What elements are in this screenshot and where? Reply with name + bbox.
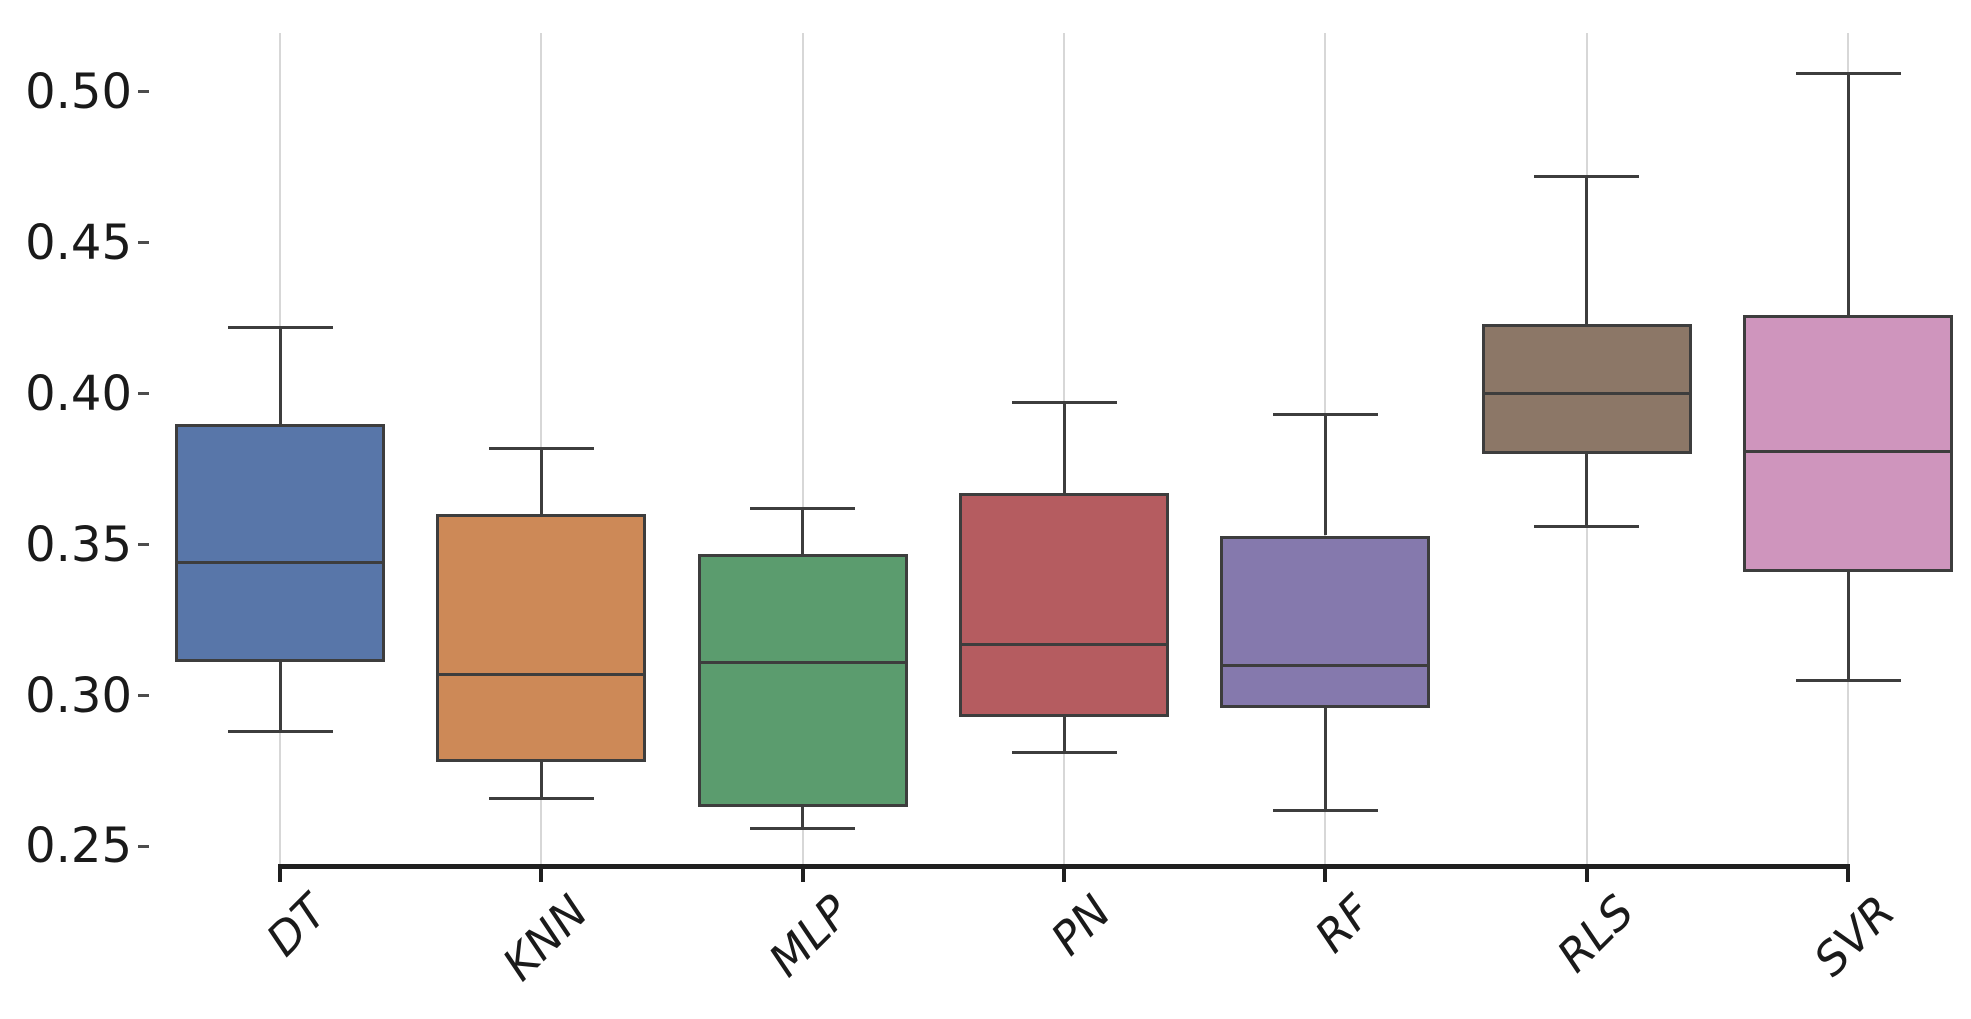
x-tick-label-knn: KNN [492,884,599,991]
median-rf [1220,663,1431,667]
x-tick-mlp [800,866,805,882]
x-tick-label-rls: RLS [1546,884,1644,983]
y-tick-0.40 [138,392,149,396]
gridline-mlp [801,33,804,866]
box-rf [1220,535,1431,708]
median-knn [436,672,647,676]
y-tick-0.50 [138,90,149,94]
y-tick-label-0.30: 0.30 [25,667,132,724]
cap-lower-knn [488,796,594,800]
cap-upper-pn [1011,401,1117,405]
whisker-lower-svr [1846,571,1850,681]
x-tick-knn [539,866,544,882]
y-tick-label-0.25: 0.25 [25,818,132,875]
whisker-lower-pn [1062,716,1066,753]
box-mlp [697,553,908,808]
cap-upper-mlp [750,506,856,510]
y-tick-0.25 [138,844,149,848]
cap-lower-rf [1272,808,1378,812]
whisker-lower-mlp [801,807,805,829]
median-rls [1481,392,1692,396]
y-tick-0.35 [138,543,149,547]
box-knn [436,514,647,762]
y-tick-0.45 [138,241,149,245]
cap-lower-rls [1534,525,1640,528]
x-tick-label-mlp: MLP [758,884,861,987]
whisker-upper-pn [1062,402,1066,494]
x-tick-pn [1062,866,1066,882]
cap-upper-knn [488,446,594,450]
y-tick-label-0.35: 0.35 [25,516,132,573]
box-rls [1481,324,1692,454]
box-dt [175,423,385,663]
whisker-upper-rls [1585,176,1589,325]
whisker-lower-knn [539,761,543,799]
cap-upper-rls [1534,174,1640,178]
y-tick-0.30 [138,694,149,697]
x-tick-svr [1846,866,1850,882]
whisker-lower-rf [1323,707,1327,811]
whisker-upper-svr [1846,73,1850,316]
median-dt [175,561,385,565]
cap-lower-svr [1795,678,1901,682]
x-tick-label-svr: SVR [1803,884,1906,987]
y-tick-label-0.50: 0.50 [25,63,132,120]
whisker-upper-mlp [801,508,805,554]
y-tick-label-0.45: 0.45 [25,214,132,271]
box-svr [1743,315,1953,572]
x-tick-label-rf: RF [1304,884,1383,963]
whisker-lower-dt [278,662,282,732]
x-tick-dt [278,866,282,882]
median-svr [1743,449,1953,453]
cap-upper-rf [1272,413,1378,417]
median-mlp [697,660,908,664]
cap-lower-dt [227,730,333,734]
x-tick-label-dt: DT [255,884,338,967]
cap-upper-svr [1795,72,1901,76]
whisker-lower-rls [1585,454,1589,527]
whisker-upper-knn [539,448,543,515]
x-tick-rls [1584,866,1589,882]
box-pn [959,493,1169,717]
whisker-upper-dt [278,327,282,424]
cap-lower-mlp [750,826,856,830]
cap-upper-dt [227,325,333,329]
y-tick-label-0.40: 0.40 [25,365,132,422]
cap-lower-pn [1011,751,1117,755]
x-tick-rf [1323,866,1328,882]
median-pn [959,642,1169,646]
x-tick-label-pn: PN [1040,884,1122,966]
whisker-upper-rf [1323,414,1327,536]
